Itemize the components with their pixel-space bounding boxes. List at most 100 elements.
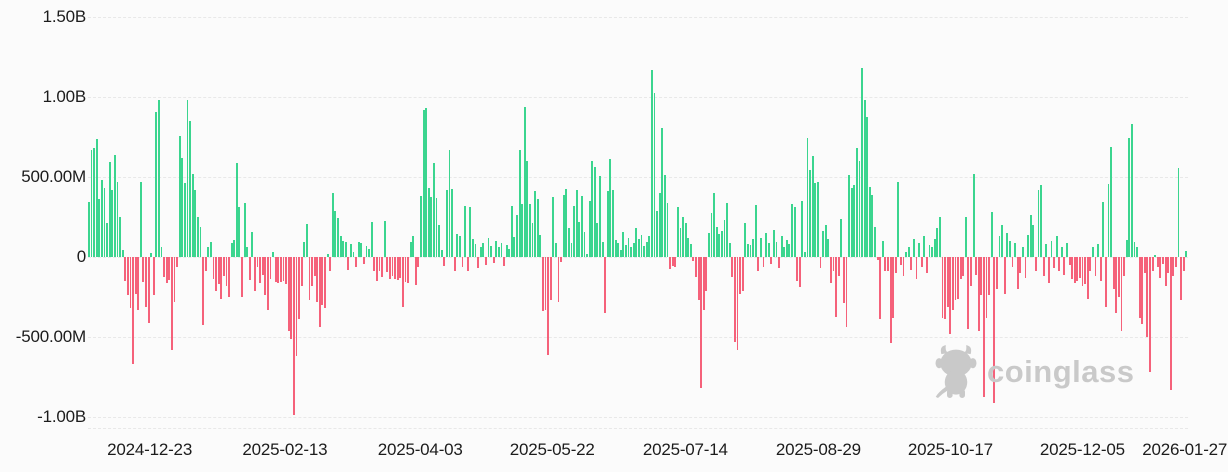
bar[interactable] [817, 181, 819, 257]
bar[interactable] [407, 257, 409, 284]
bar[interactable] [287, 257, 290, 331]
bar[interactable] [100, 180, 103, 257]
bar[interactable] [829, 257, 832, 283]
bar[interactable] [1175, 257, 1177, 267]
bar[interactable] [430, 197, 433, 257]
bar[interactable] [827, 239, 830, 257]
bar[interactable] [194, 189, 197, 257]
bar[interactable] [1125, 240, 1128, 257]
bar[interactable] [1076, 257, 1079, 281]
bar[interactable] [861, 68, 863, 257]
bar[interactable] [1037, 189, 1040, 257]
bar[interactable] [484, 257, 487, 265]
bar[interactable] [682, 217, 684, 257]
bar[interactable] [907, 247, 910, 257]
bar[interactable] [435, 197, 438, 257]
bar[interactable] [855, 148, 858, 257]
bar[interactable] [941, 257, 944, 318]
bar[interactable] [321, 257, 324, 305]
bar[interactable] [632, 242, 635, 257]
bar[interactable] [375, 257, 378, 281]
bar[interactable] [1071, 257, 1074, 280]
bar[interactable] [804, 252, 806, 257]
bar[interactable] [746, 244, 749, 257]
bar[interactable] [178, 136, 181, 257]
bar[interactable] [534, 191, 537, 257]
bar[interactable] [339, 236, 342, 257]
bar[interactable] [731, 257, 734, 277]
bar[interactable] [1128, 137, 1131, 257]
bar[interactable] [967, 257, 970, 329]
bar[interactable] [1102, 201, 1105, 257]
bar[interactable] [679, 228, 682, 257]
bar[interactable] [635, 228, 638, 257]
bar[interactable] [811, 156, 814, 257]
bar[interactable] [158, 100, 160, 257]
bar[interactable] [513, 237, 516, 257]
bar[interactable] [414, 257, 417, 285]
bar[interactable] [334, 210, 337, 257]
bar[interactable] [809, 169, 812, 257]
bar[interactable] [503, 257, 505, 266]
bar[interactable] [547, 257, 550, 355]
bar[interactable] [396, 257, 399, 281]
bar[interactable] [1066, 242, 1068, 257]
bar[interactable] [363, 257, 365, 265]
bar[interactable] [420, 196, 422, 257]
bar[interactable] [671, 257, 674, 266]
bar[interactable] [1169, 257, 1172, 390]
bar[interactable] [215, 257, 217, 291]
bar[interactable] [928, 245, 931, 257]
bar[interactable] [209, 241, 212, 257]
bar[interactable] [887, 257, 889, 272]
bar[interactable] [791, 204, 793, 257]
bar[interactable] [152, 257, 155, 296]
bar[interactable] [388, 257, 391, 280]
bar[interactable] [918, 242, 921, 257]
bar[interactable] [954, 257, 957, 301]
bar[interactable] [1115, 257, 1118, 313]
bar[interactable] [957, 257, 959, 299]
bar[interactable] [531, 222, 534, 257]
bar[interactable] [448, 149, 451, 257]
bar[interactable] [1042, 257, 1045, 277]
bar[interactable] [318, 257, 321, 328]
bar[interactable] [767, 243, 770, 257]
bar[interactable] [147, 257, 150, 324]
bar[interactable] [996, 257, 998, 289]
bar[interactable] [352, 252, 355, 257]
bar[interactable] [90, 149, 93, 257]
bar[interactable] [1138, 257, 1141, 318]
bar[interactable] [1006, 233, 1009, 257]
bar[interactable] [461, 257, 464, 268]
bar[interactable] [848, 175, 850, 257]
bar[interactable] [925, 257, 928, 273]
bar[interactable] [510, 205, 513, 257]
bar[interactable] [1021, 247, 1024, 257]
bar[interactable] [988, 257, 991, 296]
bar[interactable] [549, 257, 552, 301]
bar[interactable] [835, 257, 838, 317]
bar[interactable] [95, 138, 98, 257]
bar[interactable] [516, 215, 518, 257]
bar[interactable] [609, 159, 612, 257]
bar[interactable] [305, 224, 308, 257]
bar[interactable] [663, 175, 666, 257]
bar[interactable] [295, 257, 298, 357]
bar[interactable] [949, 257, 952, 334]
bar[interactable] [741, 257, 744, 291]
bar[interactable] [866, 117, 869, 257]
bar[interactable] [443, 257, 446, 266]
bar[interactable] [591, 161, 594, 257]
bar[interactable] [562, 194, 565, 257]
bar[interactable] [757, 257, 760, 272]
bar[interactable] [721, 231, 723, 257]
bar[interactable] [235, 163, 238, 257]
bar[interactable] [575, 189, 578, 257]
bar[interactable] [824, 225, 827, 257]
bar[interactable] [539, 234, 542, 257]
bar[interactable] [778, 257, 780, 269]
bar[interactable] [881, 241, 884, 257]
bar[interactable] [913, 239, 915, 257]
bar[interactable] [565, 189, 568, 257]
